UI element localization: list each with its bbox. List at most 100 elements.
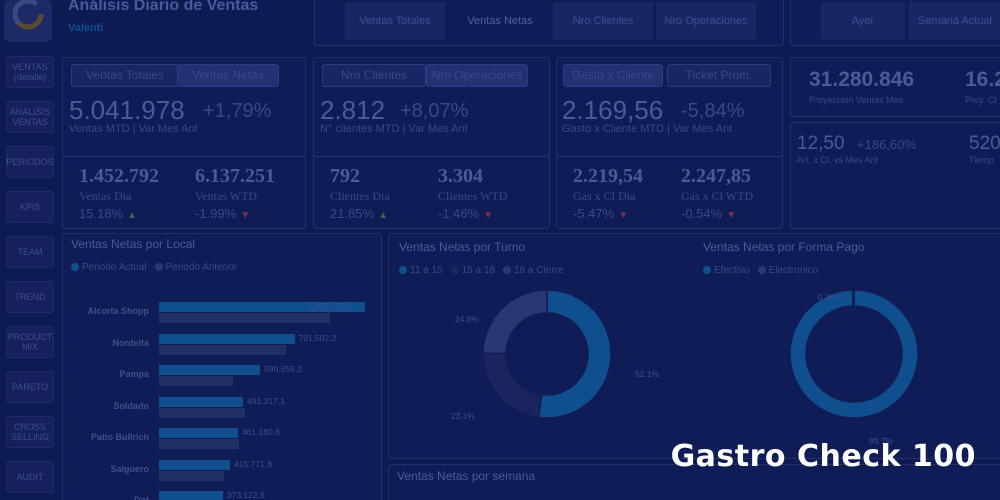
sidebar-item-trend[interactable]: TREND xyxy=(6,281,54,313)
tab-nro-clientes[interactable]: Nro Clientes xyxy=(553,2,653,40)
toggle-ventas-totales[interactable]: Ventas Totales xyxy=(71,64,179,87)
legend-item-11-15[interactable]: 11 a 15 xyxy=(399,265,443,276)
ventas-mtd-change: +1,79% xyxy=(203,100,272,122)
legend-dot-icon xyxy=(399,266,407,274)
ventas-mtd-value: 5.041.978 xyxy=(69,95,185,125)
donut-value-label: 23.1% xyxy=(451,411,476,421)
bar-value-label: 590.656,2 xyxy=(264,364,302,374)
bar-previous[interactable] xyxy=(159,439,240,449)
proyeccion-cl-label: Proy. Cl xyxy=(965,95,997,105)
trend-down-icon: ▼ xyxy=(240,210,251,221)
sidebar: VENTAS (detalle) ANALISIS VENTAS PERIODO… xyxy=(0,50,60,500)
turno-chart-title: Ventas Netas por Turno xyxy=(399,240,526,254)
bar-current[interactable] xyxy=(159,396,244,407)
toggle-nro-operaciones[interactable]: Nro Operaciones xyxy=(426,64,528,87)
bar-value-label: 461.180,8 xyxy=(241,427,280,437)
legend-dot-icon xyxy=(757,266,766,274)
art-value: 12,50 xyxy=(797,133,845,154)
tab-nro-operaciones[interactable]: Nro Operaciones xyxy=(656,2,756,40)
legend-item-actual[interactable]: Periodo Actual xyxy=(71,262,147,273)
tab-ventas-totales[interactable]: Ventas Totales xyxy=(345,2,445,40)
bar-category-label: Dot xyxy=(134,495,149,500)
articles-card: 12,50 +186,60% Art. x Cl. vs Mes Ant 520… xyxy=(790,122,1000,229)
tab-ventas-netas[interactable]: Ventas Netas xyxy=(467,15,533,27)
bar-current[interactable] xyxy=(159,333,295,344)
donut-value-label: 0.3% xyxy=(818,292,838,302)
bar-previous[interactable] xyxy=(159,344,286,355)
bar-value-label: 373.122,6 xyxy=(226,490,265,500)
gasto-mtd-value: 2.169,56 xyxy=(562,95,664,125)
legend-item-18-cierre[interactable]: 18 a Cierre xyxy=(503,265,563,276)
legend-item-efectivo[interactable]: Efectivo xyxy=(703,265,750,276)
toggle-nro-clientes[interactable]: Nro Clientes xyxy=(322,64,426,87)
sidebar-item-periodos[interactable]: PERIODOS xyxy=(6,146,54,178)
local-chart-title: Ventas Netas por Local xyxy=(71,237,196,251)
donut-slice[interactable] xyxy=(482,289,548,355)
logo-ring-icon xyxy=(12,0,44,30)
toggle-ticket-prom[interactable]: Ticket Prom. xyxy=(667,64,771,87)
clientes-wtd-pct: -1.46% ▼ xyxy=(438,206,494,221)
donut-slice[interactable] xyxy=(482,352,543,419)
ventas-mtd-caption: Ventas MTD | Var Mes Ant xyxy=(69,123,198,135)
bar-previous[interactable] xyxy=(159,313,331,323)
time-label: Tiemp xyxy=(969,155,994,165)
bar-value-label: 491.317,1 xyxy=(247,395,285,406)
bar-current[interactable] xyxy=(159,365,261,375)
projection-card: 31.280.846 Proyeccion Ventas Mes 16.2 Pr… xyxy=(790,57,1000,117)
proyeccion-cl-value: 16.2 xyxy=(965,68,1000,91)
legend-dot-icon xyxy=(450,266,459,274)
bar-previous[interactable] xyxy=(159,407,245,418)
sidebar-item-kpis[interactable]: KPIS xyxy=(6,191,54,223)
gasto-wtd-pct: -0.54% ▼ xyxy=(681,206,737,221)
donut-slice[interactable] xyxy=(852,289,855,307)
bar-current[interactable] xyxy=(159,428,238,438)
legend-item-anterior[interactable]: Periodo Anterior xyxy=(154,262,237,273)
bar-current[interactable] xyxy=(159,302,365,312)
toggle-ventas-netas[interactable]: Ventas Netas xyxy=(177,64,279,87)
donut-value-label: 52.1% xyxy=(635,369,660,379)
bar-previous[interactable] xyxy=(159,470,225,481)
kpi-divider xyxy=(314,156,549,157)
clientes-wtd-label: Clientes WTD xyxy=(438,189,508,203)
trend-up-icon: ▲ xyxy=(127,210,137,221)
kpi-divider xyxy=(63,156,305,157)
gasto-mtd-change: -5,84% xyxy=(681,100,745,122)
app-logo xyxy=(4,0,52,42)
legend-item-15-18[interactable]: 15 a 18 xyxy=(450,265,495,276)
donut-slice[interactable] xyxy=(789,289,919,419)
metric-tabs-panel: Ventas Totales Ventas Netas Nro Clientes… xyxy=(314,0,784,46)
period-tabs-panel: Ayer Semana Actual xyxy=(790,0,1000,46)
bar-value-label: 1.202.712,2 xyxy=(306,301,352,311)
ventas-dia-value: 1.452.792 xyxy=(79,165,159,187)
sidebar-item-cross-selling[interactable]: CROSS SELLING xyxy=(6,416,54,448)
weekly-chart-title: Ventas Netas por semana xyxy=(397,469,536,483)
local-chart-legend: Periodo Actual Periodo Anterior xyxy=(71,262,237,273)
donut-slice[interactable] xyxy=(537,289,612,419)
clientes-wtd-value: 3.304 xyxy=(438,165,483,187)
sidebar-item-ventas-detalle[interactable]: VENTAS (detalle) xyxy=(6,56,54,88)
clientes-mtd-value: 2.812 xyxy=(320,95,386,125)
gasto-dia-value: 2.219,54 xyxy=(573,165,643,187)
page-subtitle: Valenti xyxy=(68,22,104,34)
tab-semana-actual[interactable]: Semana Actual xyxy=(909,2,1000,40)
bar-value-label: 415.771,8 xyxy=(234,458,273,469)
weekly-chart-panel: Ventas Netas por semana xyxy=(388,464,1000,500)
bar-current[interactable] xyxy=(159,459,231,470)
sidebar-item-pareto[interactable]: PARETO xyxy=(6,371,54,403)
trend-up-icon: ▲ xyxy=(378,210,388,221)
bar-previous[interactable] xyxy=(159,376,233,386)
sidebar-item-audit[interactable]: AUDIT xyxy=(6,461,54,493)
bar-current[interactable] xyxy=(159,491,223,500)
sidebar-item-product-mix[interactable]: PRODUCT MIX xyxy=(6,326,54,358)
sidebar-item-team[interactable]: TEAM xyxy=(6,236,54,268)
brand-overlay: Gastro Check 100 xyxy=(670,439,976,474)
sidebar-item-analisis-ventas[interactable]: ANALISIS VENTAS xyxy=(6,101,54,133)
tab-ayer[interactable]: Ayer xyxy=(821,2,905,40)
donut-value-label: 24.8% xyxy=(455,314,480,324)
toggle-gasto-cliente[interactable]: Gasto x Cliente xyxy=(563,64,663,87)
legend-item-electronico[interactable]: Electronico xyxy=(757,265,818,276)
clientes-dia-label: Clientes Dia xyxy=(330,189,390,203)
local-chart-panel: Ventas Netas por Local Periodo Actual Pe… xyxy=(62,233,382,500)
gasto-wtd-label: Gas x Cl WTD xyxy=(681,189,754,203)
gasto-mtd-caption: Gasto x Cliente MTD | Var Mes Ant xyxy=(562,123,733,135)
